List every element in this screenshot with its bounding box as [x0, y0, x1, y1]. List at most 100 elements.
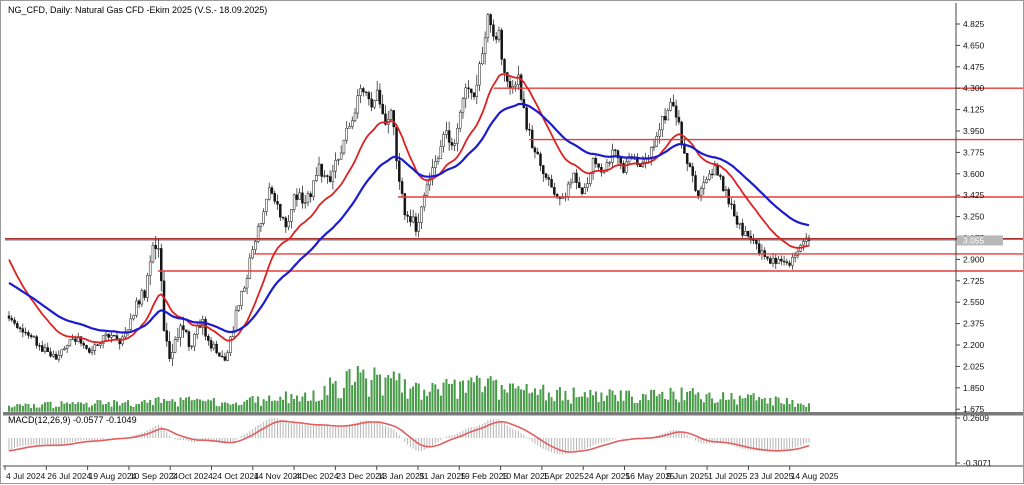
volume-bar: [788, 404, 791, 412]
candle: [785, 261, 789, 264]
volume-bar: [392, 371, 395, 412]
sr-lines-layer[interactable]: [5, 87, 1023, 272]
date-tick-label: 19 Feb 2025: [460, 471, 508, 481]
candle: [345, 128, 348, 141]
volume-bar: [52, 408, 55, 412]
candle: [154, 245, 157, 249]
candle: [757, 243, 761, 255]
candle: [555, 194, 559, 197]
candle: [422, 195, 426, 208]
price-axis[interactable]: 4.825 4.650 4.475 4.300 4.125 3.950 3.775 3.600…: [956, 19, 1003, 468]
date-tick-label: 31 Jan 2025: [419, 471, 466, 481]
volume-bar: [16, 404, 19, 412]
candle: [672, 102, 675, 107]
candle: [680, 121, 683, 145]
volume-bar: [478, 378, 481, 412]
volume-bar: [240, 404, 243, 412]
volume-bar: [428, 391, 431, 412]
candle: [129, 318, 133, 330]
candle: [301, 192, 304, 204]
date-tick-label: 9 Jun 2025: [667, 471, 709, 481]
volume-bar: [373, 367, 376, 412]
volume-bar: [569, 403, 572, 412]
candle: [173, 339, 177, 353]
volume-bar: [304, 392, 307, 412]
date-tick-label: 19 Aug 2024: [89, 471, 137, 481]
candle: [746, 231, 750, 237]
candle: [755, 240, 758, 245]
volume-bar: [481, 392, 484, 412]
candle: [287, 221, 290, 228]
volume-bar: [46, 401, 49, 412]
candle: [542, 165, 545, 174]
price-tick-label: 3.775: [963, 147, 985, 157]
volume-bar: [127, 400, 129, 412]
volume-bar: [107, 402, 110, 412]
volume-bar: [309, 400, 312, 412]
candle: [373, 100, 376, 108]
volume-bar: [445, 378, 448, 412]
candle: [506, 72, 509, 82]
candle: [481, 53, 484, 64]
candle: [54, 354, 58, 360]
pane-separator[interactable]: [3, 412, 1023, 416]
volume-bar: [628, 390, 631, 412]
candle: [223, 356, 227, 361]
volume-bar: [210, 400, 213, 412]
volume-bar: [102, 404, 105, 412]
volume-bar: [653, 389, 655, 412]
candle: [342, 139, 346, 154]
volume-bar: [326, 395, 329, 412]
candle: [107, 333, 110, 338]
candle: [112, 335, 116, 337]
candle: [165, 330, 169, 342]
volume-bar: [395, 380, 398, 412]
volume-bar: [650, 389, 653, 412]
volume-bar: [495, 379, 498, 412]
volume-bar: [666, 399, 669, 412]
volume-bar: [686, 392, 689, 412]
volume-bar: [8, 405, 10, 412]
volume-bar: [738, 395, 741, 412]
candle: [367, 92, 371, 100]
candle: [132, 315, 135, 320]
candle: [580, 187, 584, 194]
date-tick-label: 13 Jan 2025: [378, 471, 425, 481]
volume-bar: [301, 396, 304, 412]
candle: [708, 173, 711, 180]
volume-bar: [794, 407, 797, 412]
volume-bar: [697, 392, 700, 412]
volume-bar: [522, 390, 525, 412]
candle: [713, 165, 717, 176]
candle: [110, 335, 113, 338]
candle: [52, 354, 55, 357]
volume-bar: [30, 408, 33, 412]
candle: [40, 345, 44, 352]
date-tick-label: 23 Dec 2024: [336, 471, 384, 481]
candle: [320, 163, 324, 177]
volume-bar: [412, 386, 415, 412]
volume-bar: [290, 394, 293, 412]
candle: [730, 203, 733, 205]
candle: [118, 338, 121, 345]
candle: [525, 107, 528, 130]
volume-bar: [614, 395, 617, 412]
date-tick-label: 10 Sep 2024: [130, 471, 178, 481]
volume-bar: [265, 400, 268, 412]
candle: [337, 159, 340, 161]
volume-bar: [766, 403, 769, 412]
candle: [135, 300, 138, 316]
volume-bar: [44, 402, 46, 412]
volume-bar: [398, 373, 401, 412]
candle: [46, 347, 49, 353]
candle: [710, 173, 714, 176]
volume-bar: [351, 385, 354, 412]
candle: [461, 98, 465, 113]
volume-bar: [774, 396, 777, 412]
volume-bar: [752, 393, 755, 412]
volume-bar: [583, 392, 586, 412]
date-tick-label: 4 Jul 2024: [6, 471, 45, 481]
candle: [339, 152, 343, 160]
